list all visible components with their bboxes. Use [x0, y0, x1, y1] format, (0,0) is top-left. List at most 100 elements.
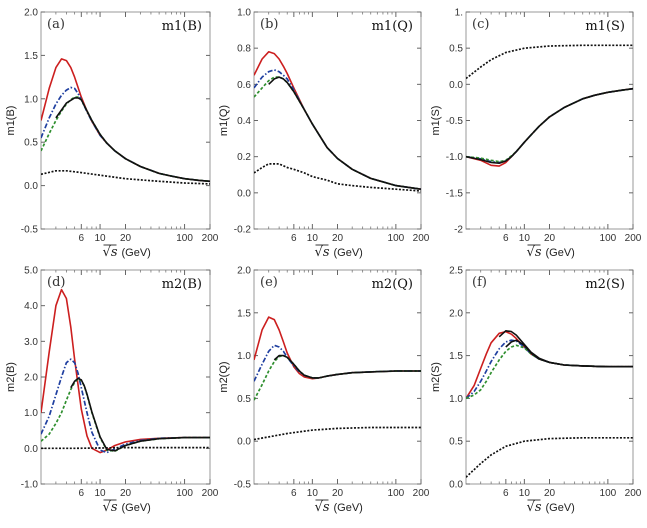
y-tick-label: 0.5: [237, 394, 251, 405]
x-tick-label: 10: [95, 233, 107, 244]
y-tick-label: 4.0: [24, 301, 38, 312]
y-tick-label: 5.0: [24, 266, 38, 277]
x-tick-label: 200: [202, 488, 219, 499]
series-group: [41, 288, 210, 454]
x-tick-label: 6: [79, 488, 85, 499]
y-tick-label: -0.5: [21, 225, 39, 236]
y-tick-label: 0.2: [237, 152, 251, 163]
x-tick-label: 100: [176, 233, 193, 244]
x-axis-symbol: √s: [315, 245, 330, 260]
series-line-black: [466, 87, 633, 164]
series-line-black: [273, 354, 421, 379]
y-tick-label: 1.0: [449, 394, 463, 405]
panel-label: (d): [47, 275, 65, 290]
x-axis-symbol: √s: [103, 245, 118, 260]
x-tick-label: 6: [503, 233, 509, 244]
y-tick-label: 2.5: [449, 266, 463, 277]
y-tick-label: 0.5: [449, 437, 463, 448]
x-tick-label: 20: [332, 233, 344, 244]
y-tick-label: 2.0: [449, 308, 463, 319]
series-group: [41, 58, 210, 185]
x-tick-label: 10: [95, 488, 107, 499]
x-axis-label: (GeV): [122, 502, 151, 514]
plot-frame: [465, 269, 634, 485]
series-line-blue: [466, 87, 633, 164]
series-line-red: [41, 288, 210, 454]
y-tick-label: -1.0: [446, 152, 464, 163]
y-tick-label: 1.0: [237, 8, 251, 19]
series-line-black: [268, 76, 421, 190]
series-group: [254, 51, 421, 192]
x-axis-symbol: √s: [527, 500, 542, 515]
y-tick-label: 3.0: [24, 337, 38, 348]
x-axis-label: (GeV): [334, 247, 363, 259]
y-tick-label: -0.5: [234, 480, 252, 491]
series-line-blue: [254, 344, 421, 382]
y-axis-label: m1(S): [430, 106, 442, 136]
y-tick-label: 1.0: [237, 351, 251, 362]
x-tick-label: 200: [413, 488, 430, 499]
x-axis-label: (GeV): [546, 502, 575, 514]
panel-title: m2(S): [585, 277, 625, 292]
series-group: [466, 44, 633, 167]
panel-title: m1(Q): [372, 19, 413, 34]
y-tick-label: 2.0: [24, 373, 38, 384]
series-line-black: [70, 377, 210, 452]
series-line-red: [466, 330, 633, 399]
panel-e: -0.5 0.0 0.5 1.0 1.5 2.0 6 10 20 100 200 √s (GeV) m2(…: [218, 266, 430, 516]
series-line-blue: [41, 358, 210, 454]
x-tick-label: 200: [202, 233, 219, 244]
y-tick-label: 2.0: [237, 266, 251, 277]
y-tick-label: -0.5: [446, 116, 464, 127]
y-tick-label: -1.5: [446, 188, 464, 199]
y-tick-label: 0.4: [237, 116, 251, 127]
series-line-red: [466, 87, 633, 167]
series-line-blue: [466, 339, 633, 400]
x-tick-label: 200: [625, 488, 642, 499]
panel-d: -1.0 0.0 1.0 2.0 3.0 4.0 5.0 6 10 20 100 200 √s (GeV)…: [5, 266, 219, 516]
y-tick-label: 0.0: [449, 80, 463, 91]
y-tick-label: 0.5: [449, 44, 463, 55]
series-line-red: [41, 58, 210, 183]
x-axis-label: (GeV): [334, 502, 363, 514]
panel-label: (b): [260, 17, 278, 32]
series-line-baseline: [466, 436, 633, 478]
plot-frame: [253, 269, 422, 485]
y-tick-label: 1.5: [237, 308, 251, 319]
series-line-green: [41, 377, 210, 453]
y-tick-label: 1.: [455, 8, 463, 19]
series-group: [466, 330, 633, 478]
y-tick-label: 0.0: [237, 188, 251, 199]
plot-frame: [40, 11, 211, 230]
y-tick-label: 1.0: [24, 408, 38, 419]
x-axis-symbol: √s: [103, 500, 118, 515]
series-line-green: [466, 87, 633, 163]
y-tick-label: 0.5: [24, 138, 38, 149]
panel-label: (a): [47, 17, 65, 32]
x-tick-label: 10: [519, 488, 531, 499]
series-line-green: [254, 76, 421, 191]
series-line-blue: [41, 86, 210, 183]
x-tick-label: 6: [503, 488, 509, 499]
plot-frame: [465, 11, 634, 230]
panel-title: m1(B): [162, 19, 202, 34]
y-tick-label: 0.0: [24, 181, 38, 192]
x-tick-label: 20: [544, 488, 556, 499]
x-axis-symbol: √s: [527, 245, 542, 260]
x-tick-label: 10: [307, 488, 319, 499]
y-tick-label: 0.0: [237, 437, 251, 448]
series-line-black: [55, 97, 210, 183]
series-line-red: [254, 316, 421, 380]
panel-label: (e): [260, 275, 278, 290]
panel-label: (f): [472, 275, 487, 290]
panel-b: -0.2 0.0 0.2 0.4 0.6 0.8 1.0 6 10 20 100 200 √s (GeV)…: [218, 8, 430, 261]
series-line-green: [466, 344, 633, 400]
x-tick-label: 10: [519, 233, 531, 244]
y-tick-label: 1.5: [449, 351, 463, 362]
y-tick-label: 1.0: [24, 94, 38, 105]
panel-c: -2 -1.5 -1.0 -0.5 0.0 0.5 1. 6 10 20 100 200 √s (GeV)…: [430, 8, 642, 261]
panel-a: -0.5 0.0 0.5 1.0 1.5 2.0 6 10 20 100 200 √s (GeV) m1(…: [5, 8, 219, 261]
panel-title: m2(Q): [372, 277, 413, 292]
x-tick-label: 10: [307, 233, 319, 244]
